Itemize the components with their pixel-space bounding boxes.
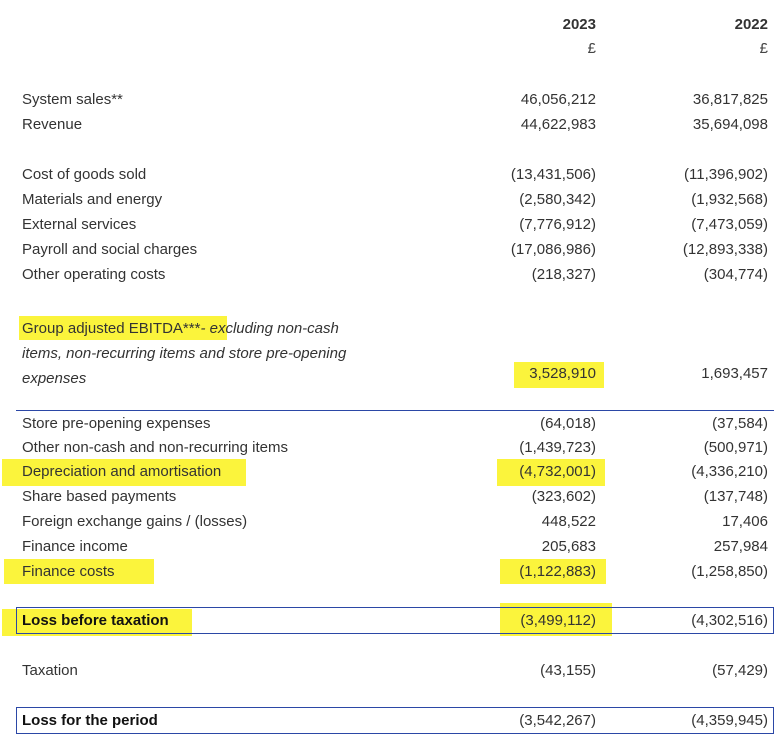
row-label: Finance costs	[22, 563, 115, 580]
value-2023: 205,683	[541, 538, 596, 555]
ebitda-label-main: Group adjusted EBITDA***	[22, 320, 201, 337]
table-row-system-sales: System sales** 46,056,212 36,817,825	[0, 87, 782, 112]
value-2023: (4,732,001)	[519, 463, 596, 480]
row-label: Store pre-opening expenses	[22, 415, 211, 432]
value-2023: 3,528,910	[529, 365, 596, 382]
value-2022: (137,748)	[703, 488, 768, 505]
row-label: Payroll and social charges	[22, 241, 198, 258]
loss-period-box	[16, 707, 774, 734]
highlight-finance-costs-label	[4, 559, 154, 584]
value-2022: 257,984	[713, 538, 768, 555]
value-2022: (37,584)	[712, 415, 768, 432]
row-label: Cost of goods sold	[22, 166, 147, 183]
row-label: External services	[22, 216, 137, 233]
value-2023: (3,542,267)	[519, 712, 596, 729]
value-2023: (13,431,506)	[510, 166, 596, 183]
table-row-materials-and-energy: Materials and energy (2,580,342) (1,932,…	[0, 187, 782, 212]
ebitda-label-italic: - excluding non-cash items, non-recurrin…	[22, 320, 347, 387]
table-row-payroll: Payroll and social charges (17,086,986) …	[0, 237, 782, 262]
value-2022: (7,473,059)	[691, 216, 768, 233]
value-2022: 36,817,825	[692, 91, 768, 108]
header-currency-2023: £	[587, 40, 596, 57]
row-label: Loss for the period	[22, 712, 158, 729]
value-2022: (4,336,210)	[691, 463, 768, 480]
value-2023: 46,056,212	[520, 91, 596, 108]
header-currency-2022: £	[759, 40, 768, 57]
value-2023: 44,622,983	[520, 116, 596, 133]
value-2023: (64,018)	[540, 415, 596, 432]
value-2023: (43,155)	[540, 662, 596, 679]
value-2022: (57,429)	[712, 662, 768, 679]
row-label: System sales**	[22, 91, 123, 108]
value-2022: 35,694,098	[692, 116, 768, 133]
value-2022: (4,302,516)	[691, 612, 768, 629]
value-2023: (323,602)	[531, 488, 596, 505]
table-row-cost-of-goods-sold: Cost of goods sold (13,431,506) (11,396,…	[0, 162, 782, 187]
value-2022: (11,396,902)	[684, 166, 768, 183]
loss-before-tax-box	[16, 607, 774, 634]
value-2022: (4,359,945)	[691, 712, 768, 729]
row-label: Revenue	[22, 116, 83, 133]
value-2022: (500,971)	[703, 439, 768, 456]
row-label: Other non-cash and non-recurring items	[22, 439, 288, 456]
table-row-store-pre-opening: Store pre-opening expenses (64,018) (37,…	[0, 411, 782, 436]
highlight-depreciation-label	[2, 459, 246, 486]
header-year-2023: 2023	[562, 16, 596, 33]
highlight-ebitda-label	[19, 316, 227, 340]
highlight-depreciation-value	[497, 459, 605, 486]
table-row-taxation: Taxation (43,155) (57,429)	[0, 658, 782, 683]
row-label: Materials and energy	[22, 191, 163, 208]
table-row-revenue: Revenue 44,622,983 35,694,098	[0, 112, 782, 137]
row-label: Share based payments	[22, 488, 177, 505]
value-2023: 448,522	[541, 513, 596, 530]
ebitda-label: Group adjusted EBITDA***- excluding non-…	[22, 316, 352, 391]
value-2022: 1,693,457	[701, 365, 768, 382]
table-row-other-non-cash: Other non-cash and non-recurring items (…	[0, 435, 782, 460]
row-label: Finance income	[22, 538, 128, 555]
table-row-share-based-payments: Share based payments (323,602) (137,748)	[0, 484, 782, 509]
row-label: Depreciation and amortisation	[22, 463, 222, 480]
row-label: Taxation	[22, 662, 78, 679]
value-2022: (304,774)	[703, 266, 768, 283]
table-row-ebitda-values: 3,528,910 1,693,457	[0, 361, 782, 386]
table-row-external-services: External services (7,776,912) (7,473,059…	[0, 212, 782, 237]
table-row-finance-costs: Finance costs (1,122,883) (1,258,850)	[0, 559, 782, 584]
row-label: Loss before taxation	[22, 612, 169, 629]
highlight-ebitda-value	[514, 362, 604, 388]
header-year-2022: 2022	[734, 16, 768, 33]
table-row-finance-income: Finance income 205,683 257,984	[0, 534, 782, 559]
value-2023: (1,122,883)	[519, 563, 596, 580]
highlight-finance-costs-value	[500, 559, 606, 584]
highlight-loss-before-tax-value	[500, 603, 612, 636]
highlight-loss-before-tax-label	[2, 609, 192, 636]
row-label: Other operating costs	[22, 266, 166, 283]
value-2022: (12,893,338)	[682, 241, 768, 258]
value-2022: 17,406	[722, 513, 768, 530]
table-row-other-operating-costs: Other operating costs (218,327) (304,774…	[0, 262, 782, 287]
value-2023: (3,499,112)	[520, 612, 596, 629]
table-row-loss-before-tax: Loss before taxation (3,499,112) (4,302,…	[0, 608, 782, 633]
value-2023: (7,776,912)	[519, 216, 596, 233]
row-label: Foreign exchange gains / (losses)	[22, 513, 248, 530]
value-2023: (218,327)	[531, 266, 596, 283]
value-2023: (2,580,342)	[519, 191, 596, 208]
value-2022: (1,932,568)	[691, 191, 768, 208]
section-divider	[16, 410, 774, 411]
value-2023: (17,086,986)	[510, 241, 596, 258]
value-2022: (1,258,850)	[691, 563, 768, 580]
value-2023: (1,439,723)	[519, 439, 596, 456]
table-row-fx-gains: Foreign exchange gains / (losses) 448,52…	[0, 509, 782, 534]
table-row-loss-for-period: Loss for the period (3,542,267) (4,359,9…	[0, 708, 782, 733]
table-row-depreciation: Depreciation and amortisation (4,732,001…	[0, 459, 782, 484]
